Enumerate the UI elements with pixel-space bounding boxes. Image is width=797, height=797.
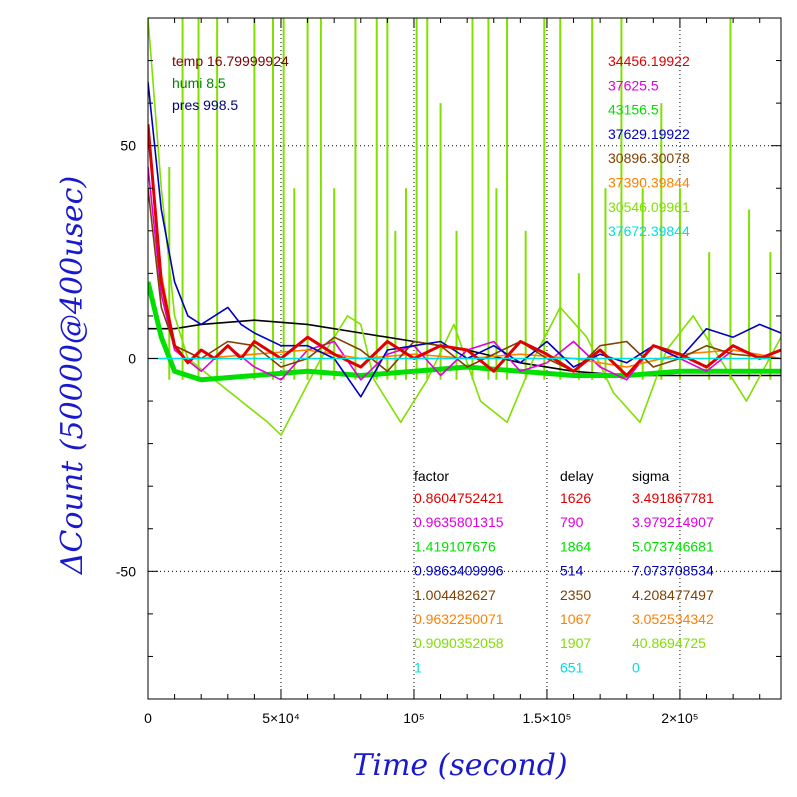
series-mean-label: 30546.09961 <box>608 199 690 215</box>
sigma-value: 3.052534342 <box>632 611 714 627</box>
delay-value: 1907 <box>560 635 591 651</box>
factor-value: 0.8604752421 <box>414 490 504 506</box>
series-mean-label: 43156.5 <box>608 102 659 118</box>
x-tick-label: 0 <box>144 710 152 726</box>
series-mean-label: 30896.30078 <box>608 150 690 166</box>
sigma-header: sigma <box>632 468 670 484</box>
delay-value: 514 <box>560 563 584 579</box>
sigma-value: 0 <box>632 659 640 675</box>
delay-value: 1626 <box>560 490 591 506</box>
delay-value: 1864 <box>560 538 591 554</box>
sigma-value: 3.491867781 <box>632 490 714 506</box>
factor-value: 0.9090352058 <box>414 635 504 651</box>
series-mean-label: 37625.5 <box>608 77 659 93</box>
temperature-label: temp 16.79999924 <box>172 53 289 69</box>
sigma-value: 3.979214907 <box>632 514 714 530</box>
x-tick-label: 10⁵ <box>403 710 424 726</box>
y-tick-label: 0 <box>128 351 136 367</box>
series-line <box>148 188 781 373</box>
x-axis-title: Time (second) <box>352 748 567 783</box>
sigma-value: 40.8694725 <box>632 635 706 651</box>
factor-value: 1 <box>414 659 422 675</box>
delay-header: delay <box>560 468 593 484</box>
pressure-label: pres 998.5 <box>172 97 238 113</box>
sigma-value: 5.073746681 <box>632 538 714 554</box>
sigma-value: 7.073708534 <box>632 563 714 579</box>
y-tick-label: -50 <box>116 563 136 579</box>
factor-value: 0.9635801315 <box>414 514 504 530</box>
factor-value: 0.9863409996 <box>414 563 504 579</box>
humidity-label: humi 8.5 <box>172 75 226 91</box>
delay-value: 1067 <box>560 611 591 627</box>
series-mean-label: 37629.19922 <box>608 126 690 142</box>
series-lines <box>148 18 781 436</box>
sigma-value: 4.208477497 <box>632 587 714 603</box>
factor-value: 0.9632250071 <box>414 611 504 627</box>
series-line <box>148 18 781 436</box>
series-mean-label: 37390.39844 <box>608 175 690 191</box>
y-tick-label: 50 <box>120 138 136 154</box>
series-mean-label: 37672.39844 <box>608 223 690 239</box>
y-axis-title: ΔCount (50000@400usec) <box>55 176 90 575</box>
factor-header: factor <box>414 468 449 484</box>
series-mean-label: 34456.19922 <box>608 53 690 69</box>
x-tick-label: 2×10⁵ <box>661 710 698 726</box>
annotations: temp 16.79999924 humi 8.5 pres 998.5 34456.… <box>172 53 714 675</box>
series-line <box>148 281 781 383</box>
delay-value: 651 <box>560 659 584 675</box>
factor-value: 1.004482627 <box>414 587 496 603</box>
delay-value: 2350 <box>560 587 591 603</box>
x-tick-label: 1.5×10⁵ <box>522 710 571 726</box>
x-tick-label: 5×10⁴ <box>262 710 300 726</box>
axis-ticks: 0 5×10⁴ 10⁵ 1.5×10⁵ 2×10⁵ -50 0 50 <box>116 17 781 726</box>
factor-value: 1.419107676 <box>414 538 496 554</box>
delay-value: 790 <box>560 514 584 530</box>
